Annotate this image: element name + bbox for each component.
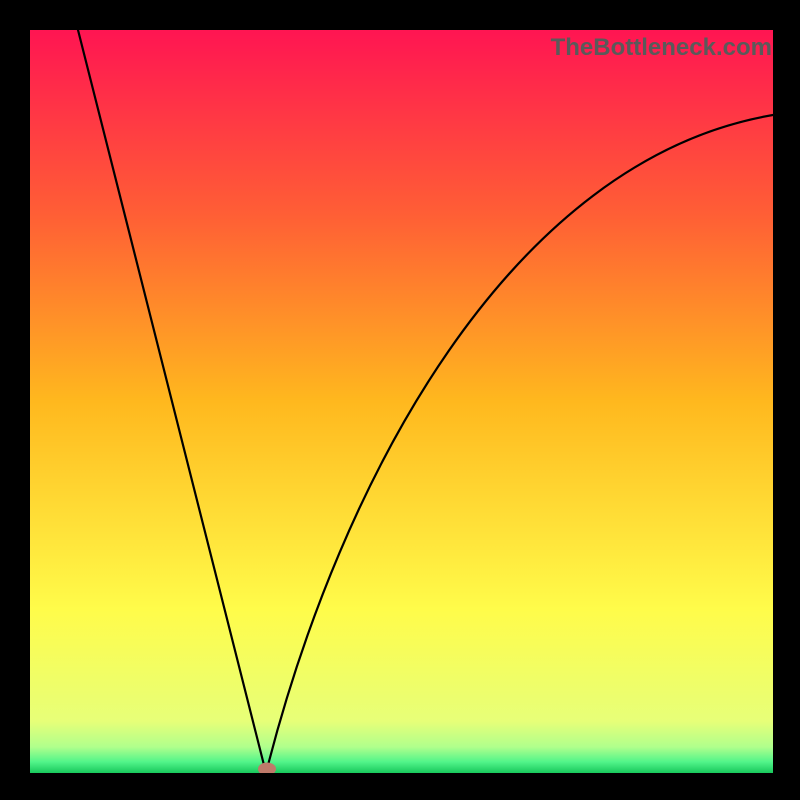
- chart-root: { "canvas": { "width": 800, "height": 80…: [0, 0, 800, 800]
- plot-area: TheBottleneck.com: [30, 30, 773, 773]
- bottleneck-curve: [78, 30, 773, 773]
- minimum-marker: [258, 763, 276, 774]
- curve-svg: [30, 30, 773, 773]
